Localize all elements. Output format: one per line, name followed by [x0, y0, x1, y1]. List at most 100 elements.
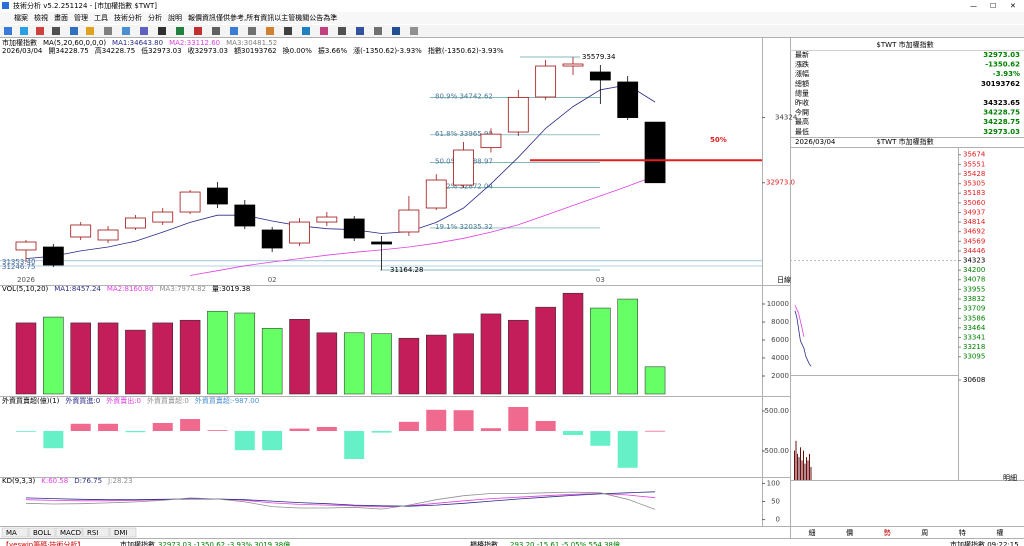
- left-label: 31246.75: [2, 263, 35, 271]
- menu-item[interactable]: 畫面: [54, 13, 68, 22]
- period-label[interactable]: 日線: [777, 275, 791, 284]
- y-tick-label: -500.00: [762, 447, 789, 455]
- menu-item[interactable]: 管理: [74, 13, 88, 22]
- tool-icon[interactable]: [86, 27, 94, 35]
- tab[interactable]: [55, 527, 83, 538]
- status-text: 市加權指數 09:22:15: [950, 540, 1019, 546]
- tool-icon[interactable]: [392, 27, 400, 35]
- maximize[interactable]: ☐: [990, 2, 996, 10]
- side-tab[interactable]: 特: [959, 528, 966, 537]
- tab[interactable]: [28, 527, 56, 538]
- ma-line: [25, 84, 656, 259]
- side-tab[interactable]: 勢: [884, 528, 891, 537]
- y-tick-label: 34200: [963, 266, 985, 274]
- info-text: 低32973.03: [141, 46, 181, 55]
- candle-body: [589, 71, 611, 81]
- tab-label[interactable]: MA: [6, 529, 17, 537]
- tab-label[interactable]: RSI: [87, 529, 98, 537]
- menu-item[interactable]: 報價資訊僅供參考,所有資訊以主管機關公告為準: [188, 13, 337, 22]
- menu-item[interactable]: 說明: [168, 13, 182, 22]
- detail-label[interactable]: 明細: [1003, 473, 1017, 482]
- tab[interactable]: [1, 527, 29, 538]
- tool-icon[interactable]: [140, 27, 148, 35]
- side-tab[interactable]: 權: [997, 528, 1004, 537]
- side-tab[interactable]: 周: [921, 529, 928, 537]
- quote-value: -1350.62: [985, 61, 1020, 69]
- y-tick-label: 6000: [771, 336, 789, 344]
- volume-bar: [207, 310, 228, 395]
- x-tick-label: 02: [268, 276, 277, 284]
- tool-icon[interactable]: [266, 27, 274, 35]
- quote-value: 32973.03: [983, 128, 1020, 136]
- tool-icon[interactable]: [194, 27, 202, 35]
- candle-body: [617, 81, 639, 118]
- foreign-bar: [70, 423, 91, 431]
- tool-icon[interactable]: [374, 27, 382, 35]
- panel-header: J:28.23: [107, 477, 132, 485]
- tool-icon[interactable]: [320, 27, 328, 35]
- tool-icon[interactable]: [284, 27, 292, 35]
- tool-icon[interactable]: [212, 27, 220, 35]
- volume-bar: [125, 329, 146, 395]
- panel-header: 外資買賣超:0: [147, 396, 189, 405]
- tool-icon[interactable]: [36, 27, 44, 35]
- volume-bar: [453, 333, 474, 395]
- quote-label: 今開: [795, 108, 809, 117]
- intraday-volume-bar: [809, 453, 810, 480]
- quote-value: -3.93%: [993, 70, 1020, 78]
- tool-icon[interactable]: [52, 27, 60, 35]
- tool-icon[interactable]: [248, 27, 256, 35]
- tab-label[interactable]: MACD: [60, 529, 81, 537]
- tab[interactable]: [82, 527, 110, 538]
- quote-title: $TWT 市加權指數: [876, 40, 933, 49]
- candle-body: [15, 241, 37, 251]
- tool-icon[interactable]: [302, 27, 310, 35]
- tool-icon[interactable]: [20, 27, 28, 35]
- foreign-bar: [262, 431, 283, 451]
- close[interactable]: ✕: [1010, 2, 1016, 10]
- tool-icon[interactable]: [104, 27, 112, 35]
- tool-icon[interactable]: [176, 27, 184, 35]
- quote-value: 30193762: [981, 80, 1020, 88]
- y-tick-label: 34446: [963, 247, 986, 255]
- menu-item[interactable]: 檔案: [14, 13, 28, 22]
- tool-icon[interactable]: [158, 27, 166, 35]
- tool-icon[interactable]: [122, 27, 130, 35]
- tab-label[interactable]: BOLL: [33, 529, 51, 537]
- tool-icon[interactable]: [356, 27, 364, 35]
- panel-header: MA3:7974.82: [159, 285, 206, 293]
- candle-body: [480, 133, 502, 149]
- menu-item[interactable]: 工具: [94, 14, 108, 22]
- info-text: 振3.66%: [318, 46, 348, 55]
- side-tab[interactable]: 細: [809, 528, 816, 537]
- quote-label: 最低: [795, 127, 809, 136]
- tool-icon[interactable]: [338, 27, 346, 35]
- tool-icon[interactable]: [410, 27, 418, 35]
- foreign-bar: [563, 431, 583, 435]
- volume-bar: [97, 322, 119, 395]
- minimize[interactable]: —: [970, 2, 977, 10]
- tool-icon[interactable]: [4, 27, 12, 35]
- candle-body: [343, 218, 365, 239]
- menu-item[interactable]: 檢視: [34, 13, 48, 22]
- menu-item[interactable]: 分析: [148, 13, 162, 22]
- quote-label: 漲跌: [795, 60, 809, 69]
- tool-icon[interactable]: [70, 27, 78, 35]
- info-text: 2026/03/04: [2, 47, 43, 55]
- side-tab[interactable]: 價: [846, 528, 853, 537]
- tab[interactable]: [109, 527, 137, 538]
- foreign-bar: [234, 431, 255, 451]
- y-tick-label: 35183: [963, 189, 985, 197]
- info-text: MA(5,20,60,0,0,0): [43, 39, 106, 47]
- y-tick-label: 34937: [963, 208, 985, 216]
- status-text: 【yeswin籌碼·技術分析】: [2, 540, 84, 546]
- y-tick-label: 33586: [963, 314, 986, 322]
- tab-label[interactable]: DMI: [114, 529, 128, 537]
- menu-item[interactable]: 技術分析: [114, 13, 142, 22]
- status-text: 櫃檯指數: [470, 540, 498, 546]
- y-tick-label: 34569: [963, 237, 985, 245]
- tool-icon[interactable]: [230, 27, 238, 35]
- quote-value: 32973.03: [983, 51, 1020, 59]
- quote-label: 總額: [795, 79, 809, 88]
- candle-body: [207, 187, 228, 205]
